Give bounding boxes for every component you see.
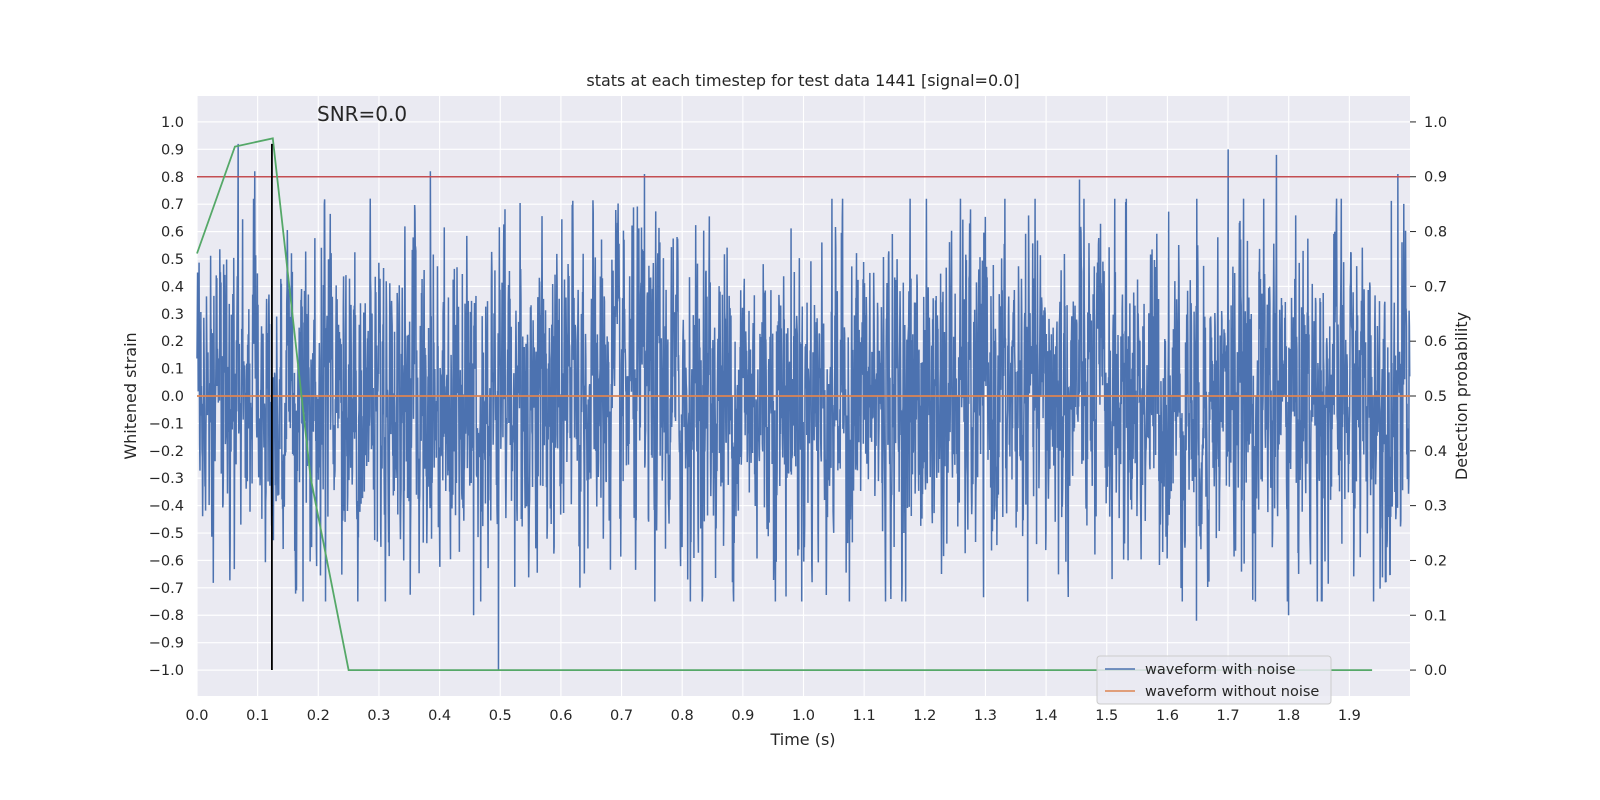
y-tick-label: −0.1 <box>149 416 184 432</box>
x-tick-label: 1.7 <box>1217 708 1240 724</box>
y-tick-label: 0.8 <box>161 170 184 186</box>
y-tick-label: 0.4 <box>161 279 184 295</box>
y2-tick-label: 0.2 <box>1424 553 1447 569</box>
y-tick-label: 0.7 <box>161 197 184 213</box>
y2-tick-label: 0.7 <box>1424 279 1447 295</box>
y2-tick-label: 0.0 <box>1424 663 1447 679</box>
y-tick-label: 1.0 <box>161 115 184 131</box>
x-tick-label: 1.3 <box>974 708 997 724</box>
x-tick-label: 0.7 <box>610 708 633 724</box>
x-tick-label: 0.2 <box>307 708 330 724</box>
y-tick-label: −0.6 <box>149 553 184 569</box>
y-tick-label: −0.9 <box>149 636 184 652</box>
snr-annotation: SNR=0.0 <box>317 102 407 126</box>
chart-title: stats at each timestep for test data 144… <box>586 71 1019 90</box>
y-tick-label: 0.9 <box>161 142 184 158</box>
x-tick-label: 1.2 <box>913 708 936 724</box>
y-tick-label: −0.8 <box>149 608 184 624</box>
legend: waveform with noise waveform without noi… <box>1096 655 1332 705</box>
y-tick-label: −0.7 <box>149 581 184 597</box>
x-tick-label: 1.9 <box>1338 708 1361 724</box>
x-tick-label: 0.3 <box>367 708 390 724</box>
x-tick-label: 1.4 <box>1035 708 1058 724</box>
y-tick-label: −1.0 <box>149 663 184 679</box>
x-tick-label: 0.4 <box>428 708 451 724</box>
tick-labels: 0.0 0.1 0.2 0.3 0.4 0.5 0.6 0.7 0.8 0.9 1.0 1.1 1.2 1… <box>149 115 1447 724</box>
y-tick-label: 0.3 <box>161 307 184 323</box>
y2-tick-label: 0.6 <box>1424 334 1447 350</box>
series-lines <box>196 137 1411 671</box>
y2-tick-label: 0.5 <box>1424 389 1447 405</box>
y-tick-label: −0.4 <box>149 499 184 515</box>
legend-box <box>1096 655 1332 705</box>
y-tick-label: −0.2 <box>149 444 184 460</box>
x-tick-label: 1.1 <box>853 708 876 724</box>
y2-tick-label: 0.3 <box>1424 499 1447 515</box>
y2-axis-label: Detection probability <box>1452 312 1471 480</box>
y-axis-label: Whitened strain <box>121 332 140 459</box>
x-tick-label: 0.8 <box>671 708 694 724</box>
y-tick-label: −0.5 <box>149 526 184 542</box>
y2-tick-label: 0.1 <box>1424 608 1447 624</box>
y-tick-label: 0.0 <box>161 389 184 405</box>
x-tick-label: 0.5 <box>489 708 512 724</box>
x-tick-label: 0.1 <box>246 708 269 724</box>
y-tick-label: −0.3 <box>149 471 184 487</box>
y2-tick-label: 0.4 <box>1424 444 1447 460</box>
y2-tick-label: 0.9 <box>1424 170 1447 186</box>
x-tick-label: 1.8 <box>1277 708 1300 724</box>
x-tick-label: 1.0 <box>792 708 815 724</box>
x-tick-label: 1.5 <box>1095 708 1118 724</box>
x-tick-label: 0.6 <box>549 708 572 724</box>
legend-label-noisy: waveform with noise <box>1145 662 1296 678</box>
y-tick-label: 0.5 <box>161 252 184 268</box>
x-tick-label: 1.6 <box>1156 708 1179 724</box>
x-tick-label: 0.9 <box>731 708 754 724</box>
y-tick-label: 0.1 <box>161 362 184 378</box>
x-tick-label: 0.0 <box>185 708 208 724</box>
x-axis-label: Time (s) <box>769 730 835 749</box>
y2-tick-label: 1.0 <box>1424 115 1447 131</box>
y-tick-label: 0.6 <box>161 225 184 241</box>
legend-label-clean: waveform without noise <box>1145 684 1319 700</box>
y-tick-label: 0.2 <box>161 334 184 350</box>
series-detection-probability <box>196 137 1373 671</box>
series-waveform-with-noise <box>196 143 1411 671</box>
y2-tick-label: 0.8 <box>1424 225 1447 241</box>
